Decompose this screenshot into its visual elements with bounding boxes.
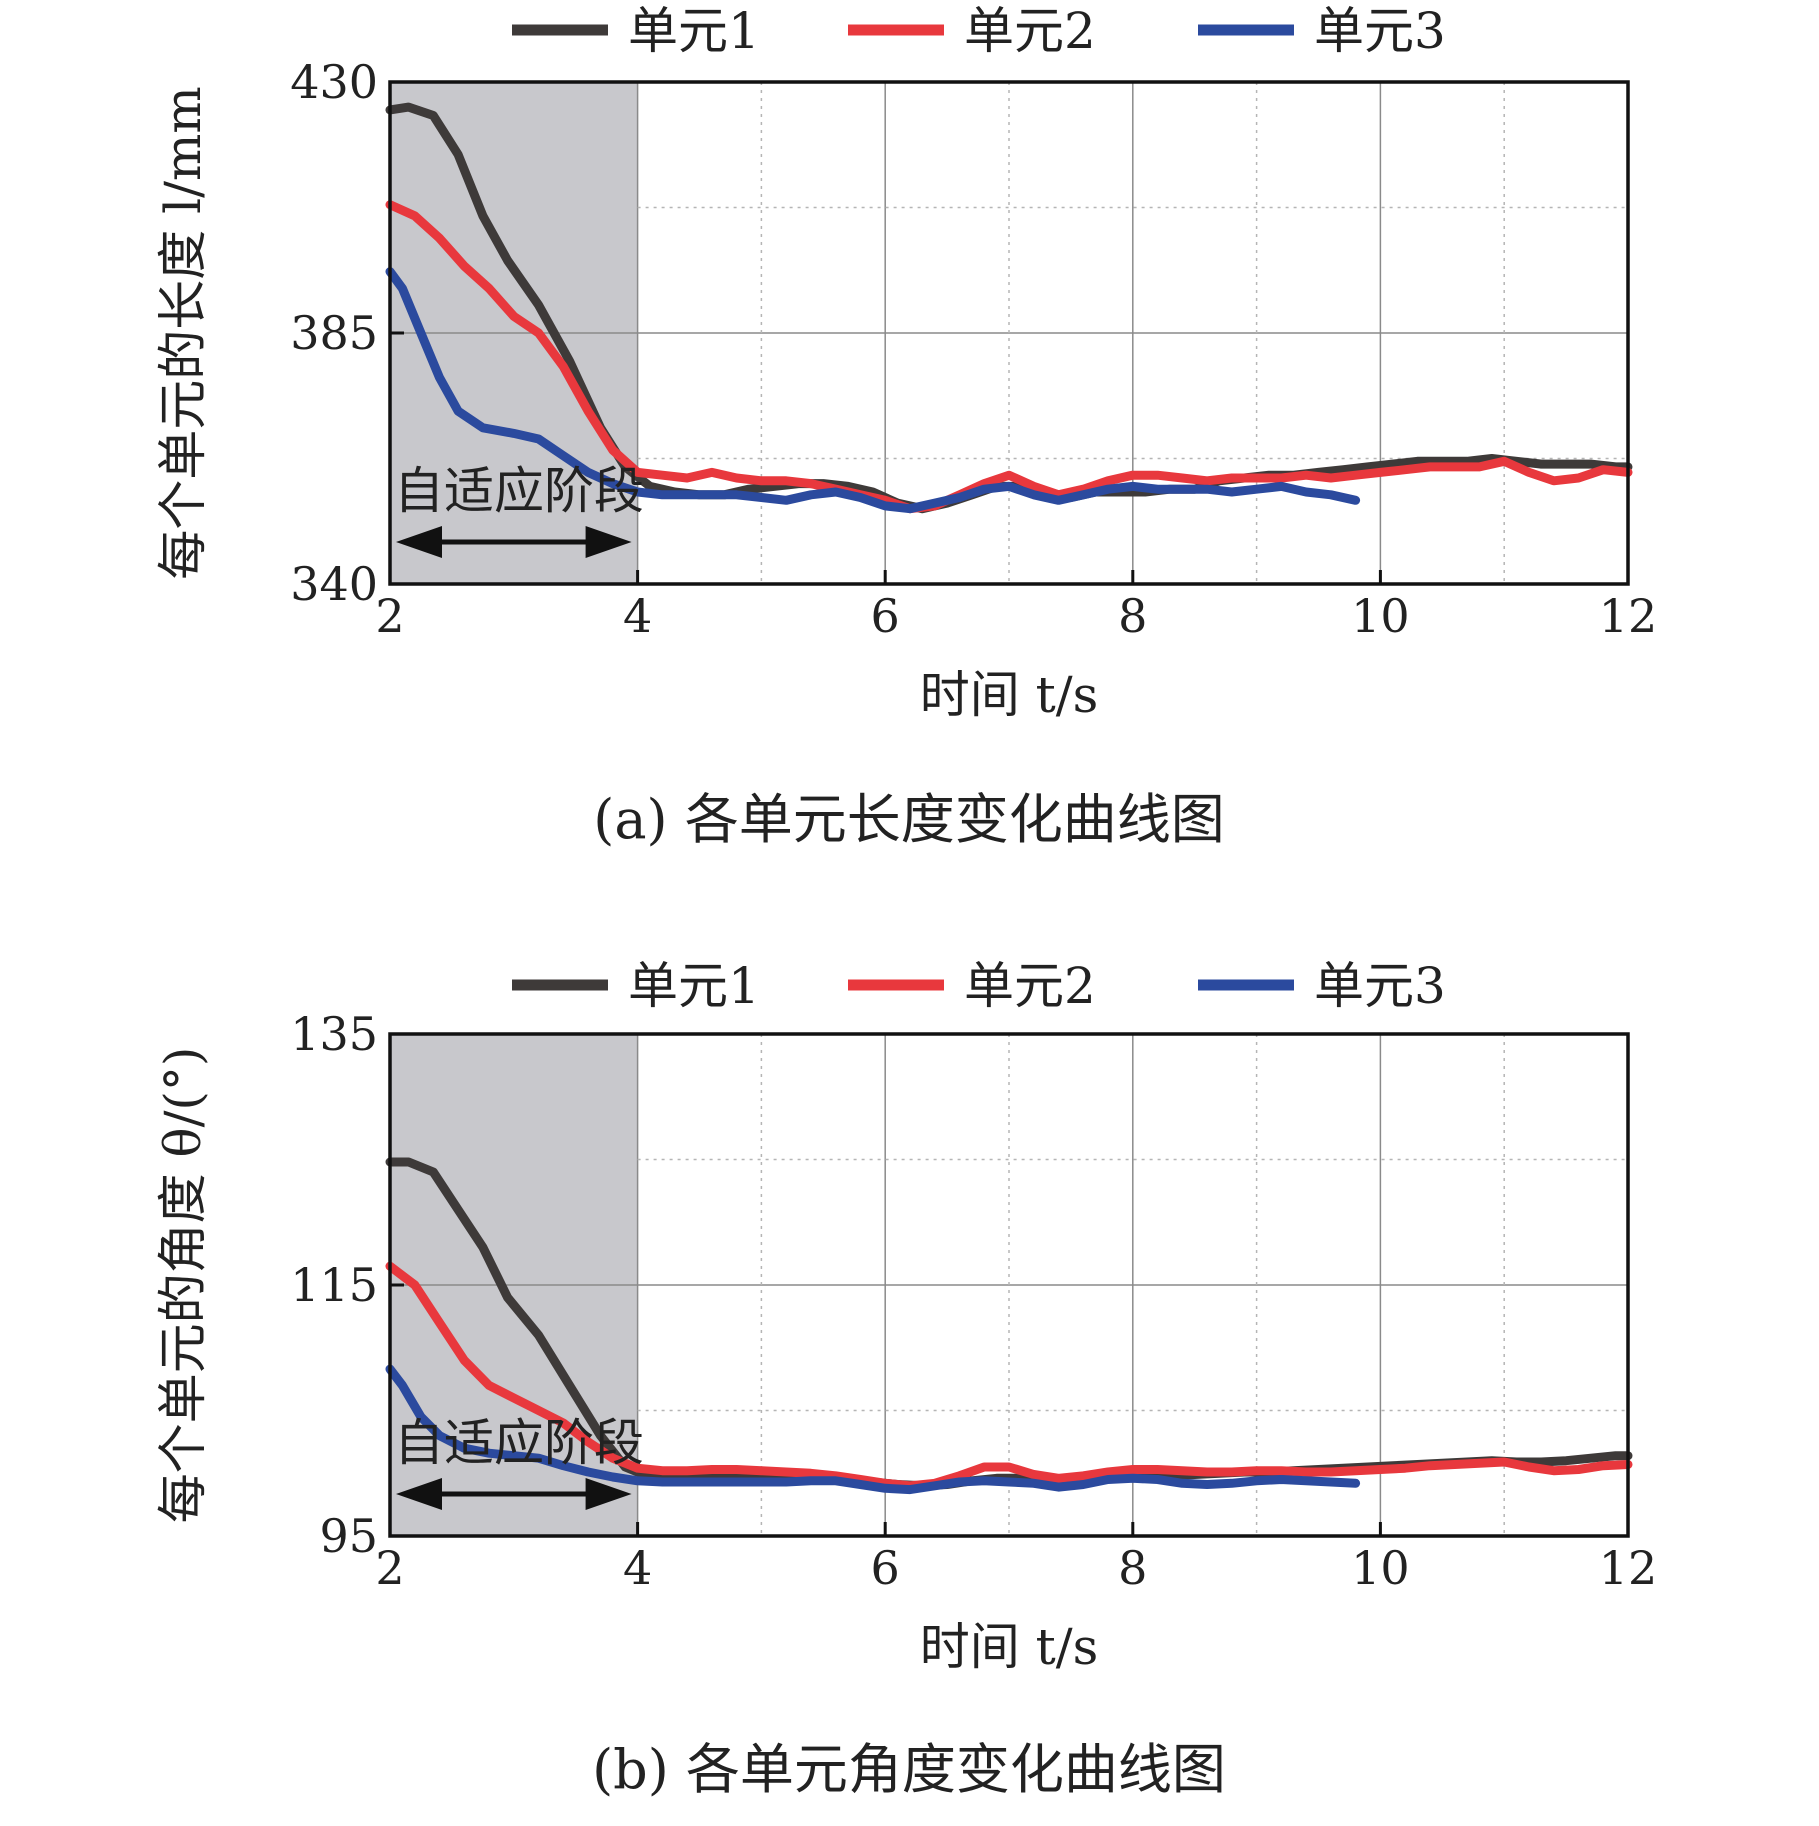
y-axis-label: 每个单元的角度 θ/(°) [154, 1047, 212, 1524]
arrow-left-icon [396, 526, 442, 558]
y-axis-label: 每个单元的长度 l/mm [154, 86, 212, 580]
x-tick-label: 2 [375, 589, 404, 643]
y-tick-label: 135 [290, 1007, 378, 1061]
chart-panel-b: 自适应阶段 2 4 6 8 10 12 95 115 135 时间 t/s 每个单元的角度 θ/(°)… [154, 957, 1657, 1801]
grid [390, 1034, 1628, 1536]
y-tick-label: 115 [290, 1258, 378, 1312]
adaptive-stage-label: 自适应阶段 [394, 462, 644, 520]
chart-caption: (a) 各单元长度变化曲线图 [593, 788, 1225, 851]
y-tick-label: 340 [290, 557, 378, 611]
x-tick-label: 8 [1118, 589, 1147, 643]
chart-panel-a: 自适应阶段 2 4 6 8 10 12 340 385 430 时间 t/s 每个单元的长度 l/mm… [154, 2, 1657, 851]
legend-label-3: 单元3 [1314, 957, 1446, 1015]
arrow-right-icon [585, 526, 632, 558]
series-line-2 [385, 1261, 1633, 1491]
legend-label-3: 单元3 [1314, 2, 1446, 60]
x-tick-label: 12 [1599, 589, 1658, 643]
x-tick-label: 8 [1118, 1541, 1147, 1595]
legend-label-1: 单元1 [628, 2, 760, 60]
arrow-left-icon [396, 1478, 442, 1510]
arrow-right-icon [585, 1478, 632, 1510]
series-line-2 [385, 200, 1633, 514]
x-axis-label: 时间 t/s [920, 666, 1099, 724]
x-tick-label: 4 [623, 1541, 652, 1595]
x-axis-label: 时间 t/s [920, 1618, 1099, 1676]
x-tick-label: 10 [1351, 1541, 1410, 1595]
y-tick-label: 385 [290, 306, 378, 360]
legend: 单元1 单元2 单元3 [512, 2, 1446, 60]
adaptive-stage-label: 自适应阶段 [394, 1414, 644, 1472]
x-tick-label: 2 [375, 1541, 404, 1595]
series-line-3 [385, 267, 1361, 514]
y-tick-label: 95 [319, 1509, 378, 1563]
x-tick-label: 4 [623, 589, 652, 643]
series-line-3 [385, 1364, 1361, 1495]
legend-label-1: 单元1 [628, 957, 760, 1015]
legend: 单元1 单元2 单元3 [512, 957, 1446, 1015]
legend-label-2: 单元2 [964, 957, 1096, 1015]
chart-caption: (b) 各单元角度变化曲线图 [592, 1738, 1226, 1801]
x-tick-label: 10 [1351, 589, 1410, 643]
x-tick-label: 6 [871, 1541, 900, 1595]
x-tick-label: 12 [1599, 1541, 1658, 1595]
y-tick-label: 430 [290, 55, 378, 109]
legend-label-2: 单元2 [964, 2, 1096, 60]
x-tick-label: 6 [871, 589, 900, 643]
